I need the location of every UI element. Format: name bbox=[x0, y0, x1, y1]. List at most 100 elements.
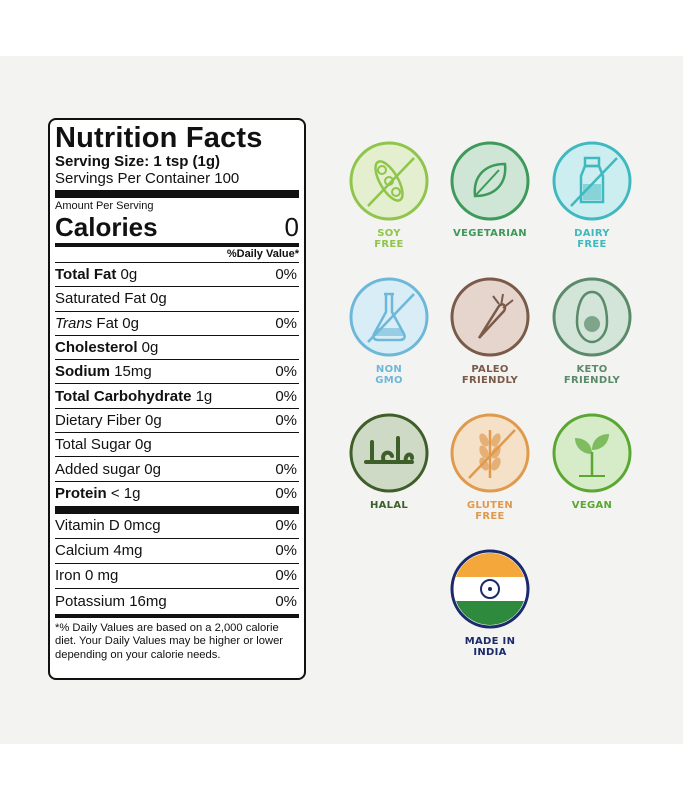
nutrient-label: Protein < 1g bbox=[55, 485, 140, 502]
calories-value: 0 bbox=[284, 212, 299, 242]
vitamin-label: Iron 0 mg bbox=[55, 567, 119, 585]
nutrient-row: Protein < 1g 0% bbox=[55, 482, 299, 506]
nutrient-label: Dietary Fiber 0g bbox=[55, 412, 162, 429]
major-nutrients: Total Fat 0g 0% Saturated Fat 0g Trans Fat … bbox=[55, 263, 299, 506]
divider-thick bbox=[55, 190, 299, 198]
milk-bottle-icon bbox=[551, 140, 633, 222]
sprout-icon bbox=[551, 412, 633, 494]
nutrient-name: Protein bbox=[55, 485, 107, 503]
badge: MADE IN INDIA bbox=[445, 548, 535, 658]
nutrient-daily-value: 0% bbox=[275, 363, 297, 381]
nutrient-amount: Fat 0g bbox=[92, 314, 139, 332]
badge-label: KETO FRIENDLY bbox=[563, 364, 621, 386]
vitamin-label: Vitamin D 0mcg bbox=[55, 517, 161, 535]
nutrient-name: Total Fat bbox=[55, 266, 117, 284]
nutrient-row: Added sugar 0g 0% bbox=[55, 457, 299, 482]
badge-label: PALEO FRIENDLY bbox=[461, 364, 519, 386]
nutrient-row: Total Carbohydrate 1g 0% bbox=[55, 384, 299, 409]
nutrient-name: Total Sugar bbox=[55, 436, 131, 454]
badge-label: VEGAN bbox=[571, 500, 613, 511]
nutrient-amount: 0g bbox=[116, 266, 138, 284]
halal-icon bbox=[348, 412, 430, 494]
badge: PALEO FRIENDLY bbox=[445, 276, 535, 386]
nutrient-amount: 0g bbox=[130, 436, 152, 454]
badge-label: DAIRY FREE bbox=[574, 228, 610, 250]
soy-icon bbox=[348, 140, 430, 222]
calories-label: Calories bbox=[55, 212, 158, 242]
nutrition-title: Nutrition Facts bbox=[55, 122, 263, 154]
badge: HALAL bbox=[344, 412, 434, 511]
badge: VEGAN bbox=[547, 412, 637, 511]
nutrient-amount: 0g bbox=[145, 290, 167, 308]
servings-per-container: Servings Per Container 100 bbox=[55, 170, 240, 187]
nutrient-name: Saturated Fat bbox=[55, 290, 146, 308]
nutrient-label: Cholesterol 0g bbox=[55, 339, 158, 356]
nutrient-name: Added sugar bbox=[55, 460, 141, 478]
nutrient-row: Dietary Fiber 0g 0% bbox=[55, 409, 299, 434]
carrot-icon bbox=[449, 276, 531, 358]
nutrient-label: Total Fat 0g bbox=[55, 266, 137, 283]
nutrient-row: Saturated Fat 0g bbox=[55, 287, 299, 312]
nutrient-daily-value: 0% bbox=[275, 266, 297, 284]
nutrient-amount: 1g bbox=[191, 387, 213, 405]
nutrient-amount: 0g bbox=[140, 411, 162, 429]
badge-label: HALAL bbox=[369, 500, 409, 511]
serving-size: Serving Size: 1 tsp (1g) bbox=[55, 153, 221, 170]
nutrient-daily-value: 0% bbox=[275, 485, 297, 503]
nutrient-name: Cholesterol bbox=[55, 339, 138, 357]
vitamin-row: Calcium 4mg 0% bbox=[55, 539, 299, 564]
divider-thick bbox=[55, 505, 299, 514]
vitamin-row: Iron 0 mg 0% bbox=[55, 564, 299, 589]
nutrient-name: Trans bbox=[55, 314, 93, 332]
badge: SOY FREE bbox=[344, 140, 434, 250]
nutrient-row: Total Fat 0g 0% bbox=[55, 263, 299, 288]
footnote: *% Daily Values are based on a 2,000 cal… bbox=[55, 621, 284, 661]
badge: KETO FRIENDLY bbox=[547, 276, 637, 386]
daily-value-header: %Daily Value* bbox=[55, 247, 299, 263]
vitamin-row: Vitamin D 0mcg 0% bbox=[55, 514, 299, 539]
badge-label: MADE IN INDIA bbox=[464, 636, 516, 658]
nutrient-label: Sodium 15mg bbox=[55, 363, 152, 380]
vitamin-daily-value: 0% bbox=[275, 592, 297, 610]
nutrient-row: Sodium 15mg 0% bbox=[55, 360, 299, 385]
nutrient-label: Saturated Fat 0g bbox=[55, 290, 167, 307]
wheat-icon bbox=[449, 412, 531, 494]
nutrient-amount: < 1g bbox=[106, 485, 141, 503]
badge: GLUTEN FREE bbox=[445, 412, 535, 522]
nutrient-label: Trans Fat 0g bbox=[55, 315, 139, 332]
nutrient-row: Trans Fat 0g 0% bbox=[55, 312, 299, 336]
nutrient-row: Cholesterol 0g bbox=[55, 336, 299, 361]
vitamin-daily-value: 0% bbox=[275, 517, 297, 535]
nutrient-label: Total Sugar 0g bbox=[55, 436, 152, 453]
badge-label: VEGETARIAN bbox=[453, 228, 527, 239]
flask-icon bbox=[348, 276, 430, 358]
badge-label: GLUTEN FREE bbox=[466, 500, 514, 522]
nutrient-daily-value: 0% bbox=[275, 460, 297, 478]
nutrient-label: Total Carbohydrate 1g bbox=[55, 388, 212, 405]
badge: DAIRY FREE bbox=[547, 140, 637, 250]
badge-label: NON GMO bbox=[375, 364, 403, 386]
avocado-icon bbox=[551, 276, 633, 358]
badge: VEGETARIAN bbox=[445, 140, 535, 239]
nutrient-amount: 0g bbox=[137, 339, 159, 357]
divider-medium bbox=[55, 243, 299, 247]
nutrient-row: Total Sugar 0g bbox=[55, 433, 299, 458]
leaf-icon bbox=[449, 140, 531, 222]
nutrition-facts-label: Nutrition Facts Serving Size: 1 tsp (1g)… bbox=[48, 118, 306, 680]
badge-label: SOY FREE bbox=[374, 228, 404, 250]
nutrient-daily-value: 0% bbox=[275, 314, 297, 332]
amount-per-serving: Amount Per Serving bbox=[55, 200, 154, 212]
vitamin-row: Potassium 16mg 0% bbox=[55, 589, 299, 614]
india-flag-icon bbox=[449, 548, 531, 630]
nutrient-name: Dietary Fiber bbox=[55, 411, 141, 429]
calories-row: Calories 0 bbox=[55, 213, 299, 241]
nutrient-amount: 0g bbox=[140, 460, 161, 478]
vitamin-label: Calcium 4mg bbox=[55, 542, 143, 560]
divider-medium bbox=[55, 613, 299, 618]
nutrient-daily-value: 0% bbox=[275, 387, 297, 405]
minor-nutrients: Vitamin D 0mcg 0% Calcium 4mg 0% Iron 0 mg 0%… bbox=[55, 514, 299, 614]
vitamin-daily-value: 0% bbox=[275, 542, 297, 560]
vitamin-daily-value: 0% bbox=[275, 567, 297, 585]
nutrient-amount: 15mg bbox=[110, 363, 152, 381]
nutrient-name: Sodium bbox=[55, 363, 110, 381]
